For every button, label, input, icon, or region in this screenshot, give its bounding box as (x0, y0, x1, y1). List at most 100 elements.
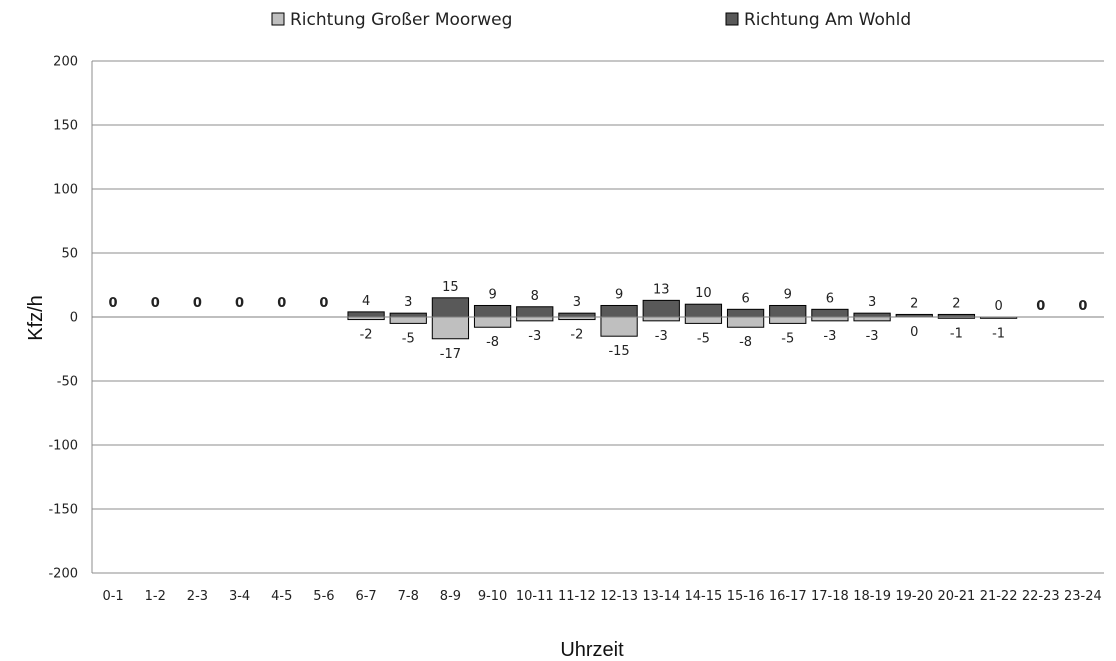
data-label: -8 (739, 335, 752, 350)
data-label: -17 (440, 347, 461, 362)
data-label: -5 (697, 331, 710, 346)
y-tick-label: -100 (48, 439, 78, 454)
data-label: 0 (277, 296, 286, 311)
y-tick-label: 0 (70, 311, 78, 326)
y-tick-label: -200 (48, 567, 78, 582)
bar-richtung-am-wohld (516, 306, 554, 318)
x-tick-label: 14-15 (685, 589, 723, 604)
x-tick-label: 1-2 (145, 589, 166, 604)
bar-richtung-am-wohld (853, 312, 891, 318)
bar-richtung-am-wohld (600, 304, 638, 318)
data-label: -1 (992, 326, 1005, 341)
bar-richtung-am-wohld (473, 304, 512, 318)
x-tick-label: 20-21 (938, 589, 976, 604)
x-tick-label: 21-22 (980, 589, 1018, 604)
y-tick-label: 50 (61, 247, 78, 262)
data-label: -1 (950, 326, 963, 341)
bar-richtung-grosser-moorweg (516, 316, 554, 322)
data-label: 0 (1036, 299, 1045, 314)
bar-richtung-grosser-moorweg (389, 316, 427, 324)
y-tick-label: -150 (48, 503, 78, 518)
data-label: 0 (910, 325, 918, 340)
data-label: 9 (615, 287, 623, 302)
x-axis-title: Uhrzeit (560, 639, 624, 661)
data-label: 0 (235, 296, 244, 311)
data-label: -3 (823, 329, 836, 344)
y-axis-title: Kfz/h (25, 295, 47, 341)
y-tick-label: 200 (53, 55, 78, 70)
legend-label: Richtung Großer Moorweg (290, 10, 512, 30)
x-tick-label: 16-17 (769, 589, 807, 604)
data-label: -2 (570, 328, 583, 343)
data-label: 0 (109, 296, 118, 311)
x-tick-label: 17-18 (811, 589, 849, 604)
data-label: -3 (655, 329, 668, 344)
bar-richtung-am-wohld (558, 312, 596, 318)
data-label: 10 (695, 286, 712, 301)
data-label: -8 (486, 335, 499, 350)
bar-richtung-am-wohld (431, 297, 470, 318)
data-label: 15 (442, 280, 459, 295)
y-tick-label: 100 (53, 183, 78, 198)
bars (92, 297, 1104, 340)
data-label: 13 (653, 282, 670, 297)
x-tick-label: 7-8 (398, 589, 419, 604)
data-label: 4 (362, 294, 370, 309)
bar-richtung-am-wohld (769, 304, 807, 318)
data-label: -15 (608, 344, 629, 359)
bar-richtung-grosser-moorweg (473, 316, 512, 328)
bar-richtung-grosser-moorweg (769, 316, 807, 324)
bar-richtung-am-wohld (347, 311, 385, 318)
x-tick-label: 13-14 (642, 589, 680, 604)
bar-richtung-grosser-moorweg (431, 316, 470, 340)
y-axis-ticks: 200 150 100 50 0 -50 -100 -150 -200 (48, 55, 78, 582)
x-tick-label: 18-19 (853, 589, 891, 604)
data-label: -3 (528, 329, 541, 344)
data-label: 3 (573, 295, 581, 310)
x-tick-label: 4-5 (271, 589, 292, 604)
bar-richtung-am-wohld (389, 312, 427, 318)
data-label: 6 (826, 291, 834, 306)
data-label: 6 (741, 291, 749, 306)
x-tick-label: 19-20 (895, 589, 933, 604)
data-label: 8 (531, 289, 539, 304)
x-tick-label: 22-23 (1022, 589, 1060, 604)
legend: Richtung Großer Moorweg Richtung Am Wohld (271, 10, 911, 30)
bar-richtung-grosser-moorweg (684, 316, 723, 324)
y-tick-label: -50 (57, 375, 78, 390)
x-tick-label: 9-10 (478, 589, 508, 604)
data-label: 9 (784, 287, 792, 302)
data-label: 3 (404, 295, 412, 310)
data-label: -5 (781, 331, 794, 346)
x-tick-label: 3-4 (229, 589, 250, 604)
bar-richtung-grosser-moorweg (642, 316, 680, 322)
bar-richtung-grosser-moorweg (726, 316, 765, 328)
x-tick-label: 8-9 (440, 589, 461, 604)
x-tick-label: 0-1 (102, 589, 123, 604)
data-label: 0 (151, 296, 160, 311)
bar-richtung-am-wohld (726, 308, 765, 318)
bar-richtung-am-wohld (684, 303, 723, 318)
data-label: 9 (488, 287, 496, 302)
x-tick-label: 12-13 (600, 589, 638, 604)
data-label: 2 (952, 296, 960, 311)
bar-richtung-grosser-moorweg (853, 316, 891, 322)
bar-richtung-am-wohld (811, 308, 849, 318)
data-label: 0 (319, 296, 328, 311)
legend-label: Richtung Am Wohld (744, 10, 911, 30)
data-label: 0 (193, 296, 202, 311)
x-tick-label: 15-16 (727, 589, 765, 604)
x-tick-label: 10-11 (516, 589, 554, 604)
legend-swatch (271, 12, 285, 26)
data-label: 2 (910, 296, 918, 311)
bar-richtung-grosser-moorweg (600, 316, 638, 337)
y-tick-label: 150 (53, 119, 78, 134)
data-label: -3 (866, 329, 879, 344)
data-label: -2 (360, 328, 373, 343)
x-tick-label: 5-6 (313, 589, 334, 604)
bar-richtung-am-wohld (642, 299, 680, 318)
data-labels: -2 -5 -17 -8 -3 -2 -15 -3 -5 -8 -5 -3 -3 0 -1 -1 0 0 0 0 0 0 4… (109, 280, 1088, 362)
x-tick-label: 11-12 (558, 589, 596, 604)
data-label: -5 (402, 331, 415, 346)
